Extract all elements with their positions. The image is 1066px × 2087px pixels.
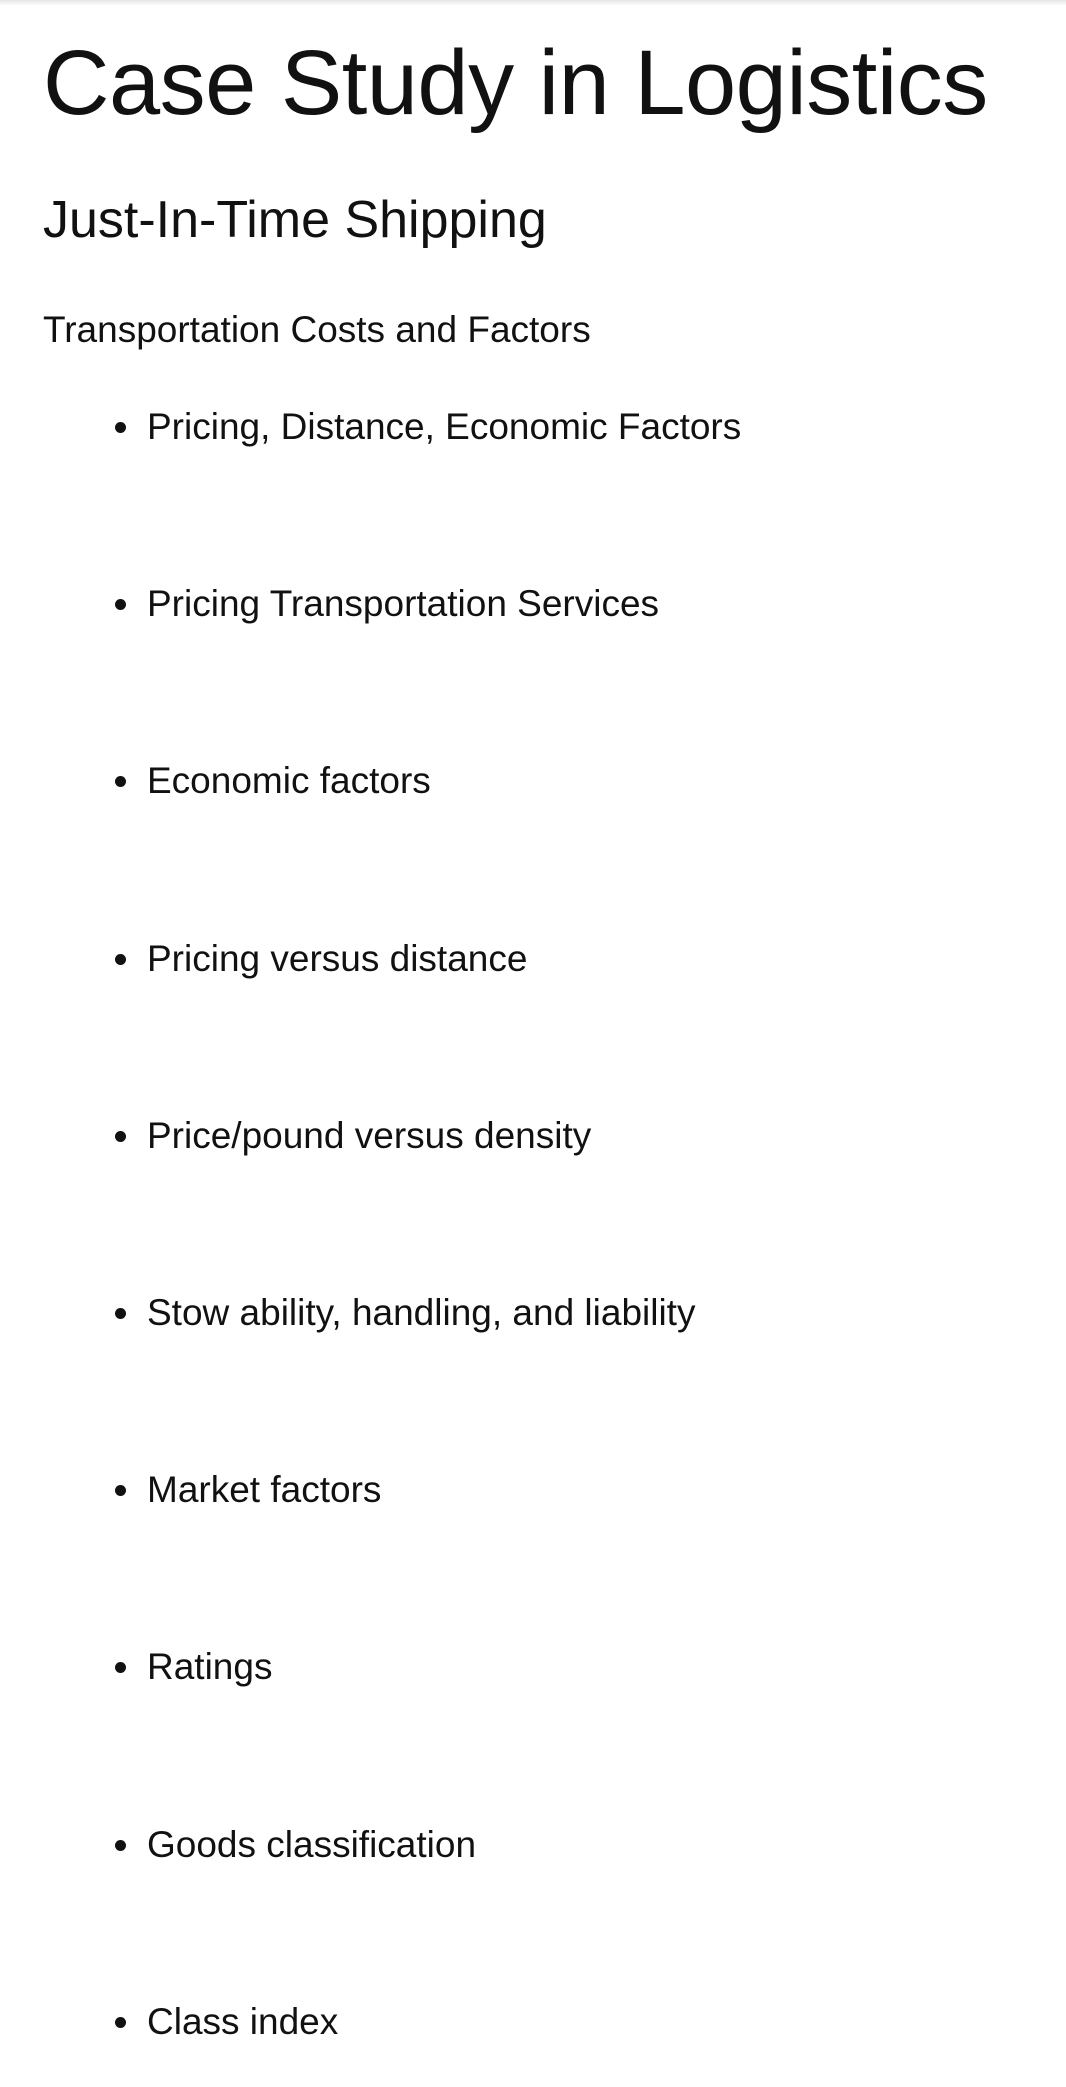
bullet-dot-icon (115, 954, 126, 965)
section-heading: Transportation Costs and Factors (43, 309, 591, 350)
list-item-text: Ratings (147, 1646, 273, 1687)
list-item-text: Goods classification (147, 1824, 477, 1865)
bullet-dot-icon (115, 776, 126, 787)
list-item-text: Class index (147, 2001, 339, 2042)
bullet-dot-icon (115, 1840, 126, 1851)
bullet-dot-icon (115, 422, 126, 433)
list-item-text: Pricing Transportation Services (147, 583, 660, 624)
bullet-dot-icon (115, 1662, 126, 1673)
list-item-text: Pricing versus distance (147, 938, 528, 979)
page-subtitle: Just-In-Time Shipping (43, 191, 547, 249)
list-item-text: Stow ability, handling, and liability (147, 1292, 696, 1333)
bullet-dot-icon (115, 1308, 126, 1319)
list-item-text: Economic factors (147, 760, 431, 801)
page-title: Case Study in Logistics (43, 32, 988, 134)
list-item-text: Market factors (147, 1469, 382, 1510)
bullet-dot-icon (115, 1485, 126, 1496)
list-item-text: Price/pound versus density (147, 1115, 592, 1156)
bullet-dot-icon (115, 1131, 126, 1142)
bullet-dot-icon (115, 2017, 126, 2028)
bullet-dot-icon (115, 599, 126, 610)
top-edge-shadow (0, 0, 1066, 6)
list-item-text: Pricing, Distance, Economic Factors (147, 406, 742, 447)
